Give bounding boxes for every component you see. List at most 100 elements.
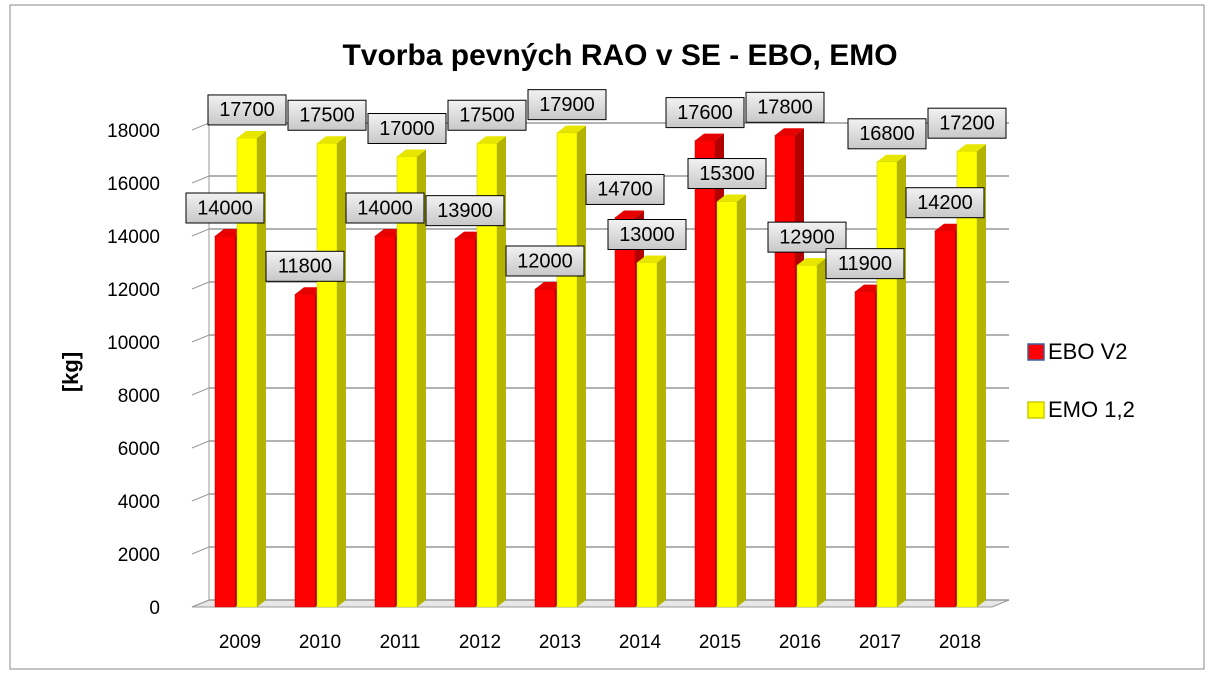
- bar-side: [897, 154, 906, 608]
- value-label: 16800: [847, 118, 927, 150]
- value-label: 12900: [767, 221, 847, 253]
- grid-line-side: [191, 281, 210, 290]
- grid-line-side: [191, 228, 210, 237]
- value-label-text: 17700: [219, 99, 275, 121]
- value-label: 17600: [665, 97, 745, 129]
- bar-side: [417, 149, 426, 607]
- value-label-box: [745, 91, 825, 123]
- bar-top: [477, 136, 506, 144]
- value-label-text: 17600: [677, 102, 733, 124]
- bar-top: [397, 149, 426, 157]
- bar-side: [257, 130, 266, 607]
- y-tick-label: 8000: [118, 386, 160, 407]
- bar: [614, 217, 636, 608]
- value-label-text: 12900: [779, 226, 835, 248]
- x-tick-label: 2015: [699, 632, 741, 653]
- bar: [316, 143, 338, 608]
- bar-top: [797, 258, 826, 266]
- value-label-text: 12000: [517, 250, 573, 272]
- value-label-text: 17000: [379, 118, 435, 140]
- bar: [694, 140, 716, 608]
- legend-label: EMO 1,2: [1048, 397, 1135, 422]
- value-label: 17800: [745, 91, 825, 123]
- value-label-text: 17500: [299, 105, 355, 127]
- chart-title: Tvorba pevných RAO v SE - EBO, EMO: [342, 39, 897, 72]
- bar-top: [775, 128, 804, 136]
- grid-line-side: [191, 334, 210, 343]
- x-tick-label: 2011: [380, 632, 421, 653]
- value-label-text: 13900: [437, 200, 493, 222]
- y-tick-label: 12000: [107, 280, 160, 301]
- value-label: 14000: [345, 192, 425, 224]
- legend-label: EBO V2: [1048, 339, 1127, 364]
- bar: [214, 235, 236, 608]
- value-label: 13900: [425, 195, 505, 227]
- value-label: 12000: [505, 245, 585, 277]
- y-tick-label: 6000: [118, 439, 160, 460]
- y-tick-label: 18000: [107, 121, 160, 142]
- value-label-text: 16800: [859, 123, 915, 145]
- x-tick-label: 2009: [219, 632, 261, 653]
- y-tick-label: 16000: [107, 174, 160, 195]
- value-label-box: [687, 158, 767, 190]
- value-label-text: 15300: [699, 163, 755, 185]
- bar-top: [717, 194, 746, 202]
- value-label: 11900: [825, 248, 905, 280]
- legend-swatch: [1027, 401, 1045, 419]
- value-label-text: 14700: [597, 179, 653, 201]
- bar: [956, 150, 978, 608]
- bar-top: [957, 144, 986, 152]
- value-label: 14700: [585, 173, 665, 205]
- grid-line-side: [191, 546, 210, 555]
- grid-line-side: [191, 122, 210, 131]
- bar: [294, 294, 316, 608]
- value-label: 17200: [927, 107, 1007, 139]
- value-label-text: 17800: [757, 97, 813, 119]
- value-label-box: [345, 192, 425, 224]
- bar: [454, 238, 476, 608]
- value-label-box: [767, 221, 847, 253]
- bar-side: [737, 194, 746, 608]
- bar-top: [317, 136, 346, 144]
- bar: [374, 235, 396, 608]
- bar-side: [657, 255, 666, 607]
- value-label-box: [207, 94, 287, 126]
- value-label-box: [447, 99, 527, 131]
- value-label-box: [527, 89, 607, 121]
- value-label: 17000: [367, 113, 447, 144]
- y-tick-label: 14000: [107, 227, 160, 248]
- value-label: 14200: [905, 187, 985, 219]
- bar-top: [557, 125, 586, 133]
- chart-border: [9, 4, 1205, 670]
- bar-side: [977, 144, 986, 607]
- value-label-text: 14000: [357, 197, 413, 219]
- grid-line-side: [191, 493, 210, 502]
- bar-top: [695, 133, 724, 141]
- bar: [876, 161, 898, 608]
- value-label-box: [847, 118, 927, 150]
- value-label-box: [927, 107, 1007, 139]
- value-label-box: [585, 173, 665, 205]
- bar: [534, 288, 556, 608]
- value-label: 11800: [265, 250, 345, 282]
- bar-side: [337, 136, 346, 607]
- value-label-text: 17500: [459, 105, 515, 127]
- y-tick-label: 10000: [107, 333, 160, 354]
- y-tick-label: 2000: [118, 545, 160, 566]
- bar: [636, 262, 658, 608]
- y-axis-label: [kg]: [58, 352, 83, 392]
- value-label-box: [905, 187, 985, 219]
- value-label-box: [607, 219, 687, 250]
- grid-line-side: [191, 175, 210, 184]
- grid-line-side: [191, 599, 210, 608]
- x-tick-label: 2012: [459, 632, 501, 653]
- value-label: 17900: [527, 89, 607, 121]
- value-label: 17500: [447, 99, 527, 131]
- bar: [556, 132, 578, 608]
- value-label-box: [185, 192, 265, 224]
- value-label-box: [265, 250, 345, 282]
- value-label: 15300: [687, 158, 767, 190]
- x-tick-label: 2013: [539, 632, 581, 653]
